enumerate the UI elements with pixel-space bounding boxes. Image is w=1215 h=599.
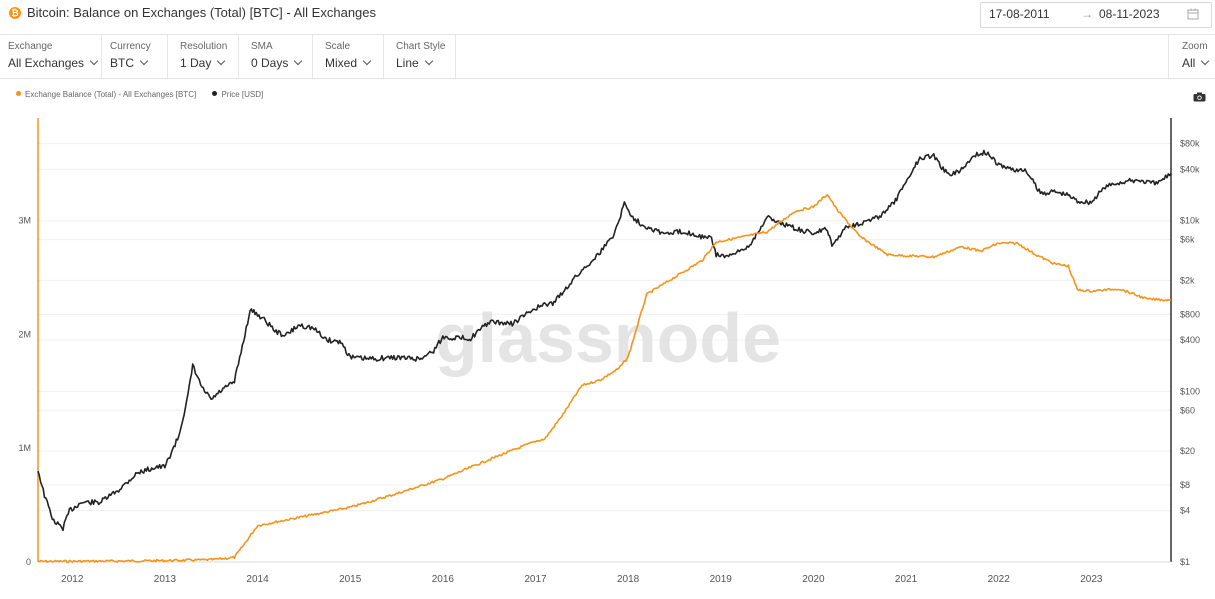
exchange-label: Exchange [8,41,53,52]
chart-style-select[interactable]: Chart Style Line [384,35,456,78]
right-tick-label: $40k [1180,164,1200,174]
sma-select[interactable]: SMA 0 Days [239,35,313,78]
x-tick-label: 2017 [524,574,547,585]
bitcoin-icon: ₿ [9,7,21,19]
currency-value[interactable]: BTC [110,56,149,70]
date-end-input[interactable]: 08-11-2023 [1099,7,1160,21]
grid-lines [38,143,1171,563]
exchange-select[interactable]: Exchange All Exchanges [0,35,102,78]
left-tick-label: 1M [18,443,31,453]
resolution-label: Resolution [180,41,228,52]
exchange-value[interactable]: All Exchanges [8,56,99,70]
currency-label: Currency [110,41,151,52]
zoom-value[interactable]: All [1182,56,1210,70]
resolution-value[interactable]: 1 Day [180,56,226,70]
arrow-right-icon: → [1081,7,1093,21]
price-series-line [37,149,1172,532]
right-tick-label: $20 [1180,446,1195,456]
watermark: glassnode [435,299,781,377]
scale-select[interactable]: Scale Mixed [313,35,384,78]
chevron-down-icon [1201,56,1210,66]
right-tick-label: $8 [1180,480,1190,490]
right-tick-label: $800 [1180,309,1200,319]
right-tick-label: $1 [1180,557,1190,567]
right-tick-label: $400 [1180,335,1200,345]
sma-label: SMA [251,41,273,52]
right-tick-label: $80k [1180,139,1200,149]
chevron-down-icon [89,56,99,66]
chevron-down-icon [217,56,226,66]
sma-value[interactable]: 0 Days [251,56,303,70]
toolbar: Exchange All Exchanges Currency BTC Reso… [0,35,1215,79]
scale-value[interactable]: Mixed [325,56,372,70]
x-tick-label: 2018 [617,574,640,585]
chart-style-value[interactable]: Line [396,56,433,70]
chart-style-label: Chart Style [396,41,446,52]
legend-item-balance[interactable]: Exchange Balance (Total) - All Exchanges… [16,90,196,99]
x-tick-label: 2014 [246,574,269,585]
x-tick-label: 2016 [432,574,455,585]
left-tick-label: 0 [26,557,31,567]
legend-item-price[interactable]: Price [USD] [212,90,263,99]
chevron-down-icon [139,56,149,66]
x-tick-label: 2020 [802,574,825,585]
right-tick-label: $100 [1180,386,1200,396]
legend-dot-price [212,91,218,96]
right-tick-label: $60 [1180,405,1195,415]
right-tick-label: $10k [1180,216,1200,226]
right-axis: $1 $4 $8 $20 $60 $100 $400 $800 $2k $6k $10k $40k $8… [1180,139,1200,567]
date-start-input[interactable]: 17-08-2011 [989,7,1050,21]
x-tick-label: 2023 [1080,574,1103,585]
chevron-down-icon [362,56,372,66]
legend-dot-balance [16,91,21,96]
chevron-down-icon [424,56,433,66]
right-tick-label: $2k [1180,275,1195,285]
left-tick-label: 2M [18,329,31,339]
zoom-label: Zoom [1182,41,1208,52]
x-tick-label: 2019 [710,574,733,585]
x-axis: 2012 2013 2014 2015 2016 2017 2018 2019 2020 2021… [61,574,1103,585]
balance-series-line [37,194,1172,564]
date-range-picker[interactable]: 17-08-2011 → 08-11-2023 [980,2,1212,28]
camera-icon[interactable] [1193,92,1206,102]
x-tick-label: 2021 [895,574,918,585]
chart-title: Bitcoin: Balance on Exchanges (Total) [B… [27,5,377,20]
right-tick-label: $6k [1180,235,1195,245]
x-tick-label: 2015 [339,574,362,585]
zoom-select[interactable]: Zoom All [1168,35,1215,78]
x-tick-label: 2022 [988,574,1011,585]
calendar-icon[interactable] [1187,8,1199,20]
resolution-select[interactable]: Resolution 1 Day [168,35,239,78]
left-tick-label: 3M [18,215,31,225]
right-tick-label: $4 [1180,506,1190,516]
header: ₿ Bitcoin: Balance on Exchanges (Total) … [0,0,1215,35]
chart-legend: Exchange Balance (Total) - All Exchanges… [16,90,277,99]
currency-select[interactable]: Currency BTC [102,35,168,78]
scale-label: Scale [325,41,351,52]
x-tick-label: 2013 [154,574,177,585]
left-axis: 0 1M 2M 3M [18,215,31,567]
chevron-down-icon [294,56,303,66]
x-tick-label: 2012 [61,574,84,585]
